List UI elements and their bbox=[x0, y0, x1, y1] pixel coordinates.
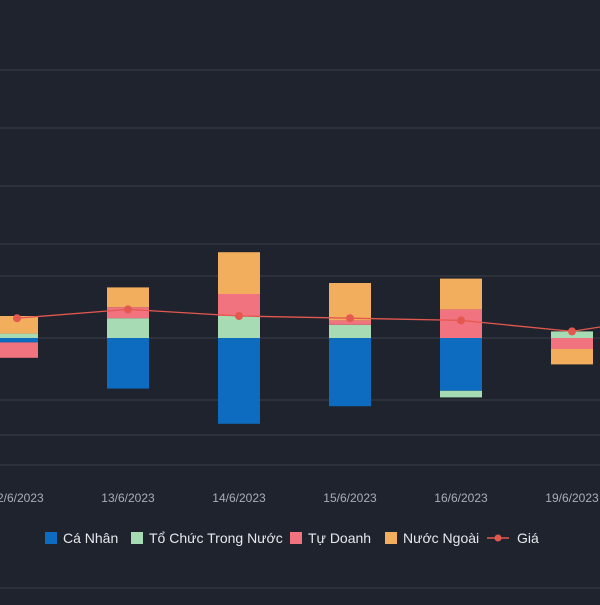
legend-label: Cá Nhân bbox=[63, 530, 118, 546]
price-point[interactable] bbox=[457, 316, 465, 325]
bar-nuoc-ngoai[interactable] bbox=[440, 278, 482, 310]
legend-swatch bbox=[385, 532, 397, 544]
legend: Cá Nhân Tổ Chức Trong Nước Tự Doanh Nước Ng… bbox=[45, 530, 539, 546]
bar-tu-doanh[interactable] bbox=[0, 342, 38, 358]
bar-to-chuc-trong-nuoc[interactable] bbox=[329, 324, 371, 338]
price-point[interactable] bbox=[124, 305, 132, 314]
price-line-path bbox=[16, 308, 600, 333]
bar-ca-nhan[interactable] bbox=[218, 338, 260, 424]
bar-nuoc-ngoai[interactable] bbox=[0, 316, 38, 334]
x-axis-labels: 12/6/2023 13/6/2023 14/6/2023 15/6/2023 16/6… bbox=[0, 491, 599, 505]
x-tick-label: 12/6/2023 bbox=[0, 491, 44, 505]
price-point[interactable] bbox=[13, 314, 21, 323]
gridlines bbox=[0, 69, 600, 589]
legend-swatch bbox=[45, 532, 57, 544]
x-tick-label: 13/6/2023 bbox=[101, 491, 155, 505]
bar-nuoc-ngoai[interactable] bbox=[551, 349, 593, 365]
x-tick-label: 16/6/2023 bbox=[434, 491, 488, 505]
legend-item-tu-doanh[interactable]: Tự Doanh bbox=[290, 530, 371, 546]
x-tick-label: 15/6/2023 bbox=[323, 491, 377, 505]
legend-label: Tổ Chức Trong Nước bbox=[149, 530, 283, 546]
bar-tu-doanh[interactable] bbox=[329, 320, 371, 325]
bar-ca-nhan[interactable] bbox=[440, 338, 482, 391]
bar-to-chuc-trong-nuoc[interactable] bbox=[107, 318, 149, 338]
bar-to-chuc-trong-nuoc[interactable] bbox=[218, 316, 260, 338]
bar-nuoc-ngoai[interactable] bbox=[107, 287, 149, 308]
bar-ca-nhan[interactable] bbox=[329, 338, 371, 407]
legend-label: Giá bbox=[517, 530, 539, 546]
price-point[interactable] bbox=[235, 312, 243, 320]
bar-to-chuc-trong-nuoc[interactable] bbox=[440, 390, 482, 398]
bar-to-chuc-trong-nuoc[interactable] bbox=[0, 333, 38, 338]
legend-item-to-chuc-trong-nuoc[interactable]: Tổ Chức Trong Nước bbox=[131, 530, 283, 546]
legend-label: Tự Doanh bbox=[308, 530, 371, 546]
bar-tu-doanh[interactable] bbox=[551, 338, 593, 349]
legend-point-swatch bbox=[494, 534, 502, 542]
bar-nuoc-ngoai[interactable] bbox=[329, 283, 371, 321]
legend-label: Nước Ngoài bbox=[403, 530, 479, 546]
legend-item-gia[interactable]: Giá bbox=[487, 530, 539, 546]
bar-ca-nhan[interactable] bbox=[0, 338, 38, 343]
price-point[interactable] bbox=[346, 314, 354, 323]
x-tick-label: 19/6/2023 bbox=[545, 491, 599, 505]
bar-nuoc-ngoai[interactable] bbox=[218, 252, 260, 294]
bar-tu-doanh[interactable] bbox=[218, 294, 260, 316]
bars bbox=[0, 252, 593, 424]
price-point[interactable] bbox=[568, 327, 576, 336]
bar-ca-nhan[interactable] bbox=[107, 338, 149, 389]
legend-item-nuoc-ngoai[interactable]: Nước Ngoài bbox=[385, 530, 479, 546]
x-tick-label: 14/6/2023 bbox=[212, 491, 266, 505]
price-line bbox=[13, 305, 600, 336]
legend-item-ca-nhan[interactable]: Cá Nhân bbox=[45, 530, 118, 546]
legend-swatch bbox=[131, 532, 143, 544]
legend-swatch bbox=[290, 532, 302, 544]
